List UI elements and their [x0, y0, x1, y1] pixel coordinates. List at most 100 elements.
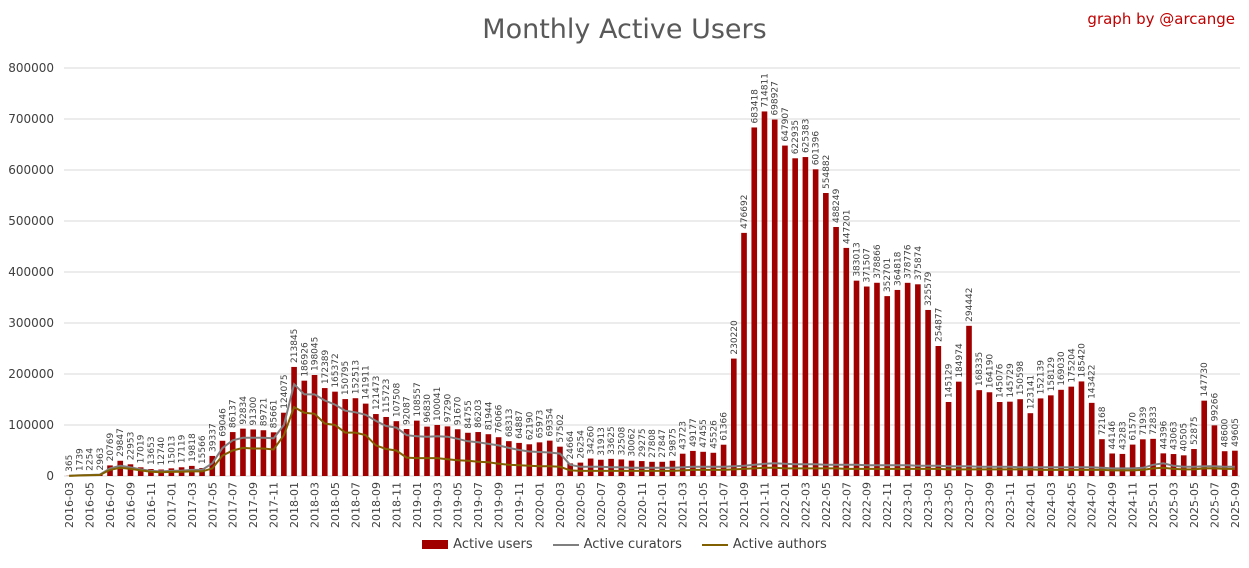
- bar-value-label: 72833: [1149, 406, 1159, 435]
- bar: [495, 437, 502, 476]
- x-tick-label: 2017-09: [247, 482, 260, 528]
- x-tick-label: 2023-05: [943, 482, 956, 528]
- y-tick-label: 100000: [8, 418, 54, 432]
- x-tick-label: 2022-01: [779, 482, 792, 528]
- bar: [1150, 438, 1156, 476]
- x-tick-label: 2023-03: [922, 482, 935, 528]
- bar: [915, 284, 921, 476]
- x-tick-label: 2023-11: [1004, 482, 1017, 528]
- bar: [700, 451, 706, 476]
- bar-value-label: 40505: [1180, 423, 1190, 452]
- bar-value-label: 44146: [1108, 421, 1118, 450]
- bar-value-label: 554882: [822, 155, 832, 189]
- bar: [751, 127, 758, 476]
- bar-value-label: 625383: [801, 119, 811, 153]
- bar-value-label: 168335: [975, 352, 985, 386]
- bar: [413, 420, 420, 476]
- x-tick-label: 2019-01: [411, 482, 424, 528]
- bar-value-label: 364818: [893, 251, 903, 286]
- x-tick-label: 2019-03: [431, 482, 444, 528]
- bar: [291, 366, 297, 476]
- bar: [1048, 395, 1054, 476]
- bar: [802, 157, 809, 476]
- bar-value-label: 601396: [812, 131, 822, 166]
- bar-value-label: 169030: [1057, 351, 1067, 386]
- bar-value-label: 61570: [1129, 412, 1139, 441]
- x-tick-label: 2016-03: [63, 482, 76, 528]
- x-tick-label: 2017-05: [206, 482, 219, 528]
- bar-value-label: 185420: [1077, 343, 1087, 378]
- y-tick-label: 800000: [8, 61, 54, 75]
- bar-value-label: 107508: [392, 383, 402, 418]
- bar: [833, 226, 839, 476]
- bar: [465, 432, 471, 476]
- bar-value-label: 19818: [188, 433, 198, 462]
- bar-value-label: 352701: [883, 258, 893, 292]
- bar-value-label: 96830: [423, 394, 433, 423]
- bar: [424, 426, 430, 476]
- bar-value-label: 213845: [290, 329, 300, 363]
- x-tick-label: 2019-11: [513, 482, 526, 528]
- x-tick-label: 2022-03: [799, 482, 812, 528]
- bar: [1027, 413, 1034, 476]
- x-tick-label: 2022-05: [820, 482, 833, 528]
- bar: [1078, 381, 1085, 476]
- x-tick-label: 2021-07: [718, 482, 731, 528]
- bar: [454, 429, 461, 476]
- bar-value-label: 647907: [781, 107, 791, 141]
- bar: [720, 444, 727, 476]
- bar: [1099, 439, 1105, 476]
- x-tick-label: 2016-09: [124, 482, 137, 528]
- x-tick-label: 2019-07: [472, 482, 485, 528]
- bar-value-label: 86203: [474, 399, 484, 428]
- bar-value-label: 49605: [1231, 418, 1241, 447]
- legend-swatch-authors: [701, 543, 728, 546]
- bar: [393, 421, 400, 476]
- bar-value-label: 1739: [75, 448, 85, 471]
- bar: [904, 282, 911, 476]
- bar: [710, 452, 717, 476]
- authors-line: [69, 405, 1235, 477]
- bar-value-label: 99266: [1210, 392, 1220, 421]
- x-tick-label: 2017-07: [227, 482, 240, 528]
- bar-value-label: 84755: [464, 400, 474, 429]
- bar-value-label: 44396: [1159, 420, 1169, 449]
- chart-credit: graph by @arcange: [1087, 10, 1235, 28]
- bar-value-label: 164190: [985, 354, 995, 389]
- bar-value-label: 27847: [658, 429, 668, 458]
- bar-value-label: 184974: [955, 343, 965, 378]
- bar: [444, 426, 451, 476]
- bar: [884, 296, 891, 476]
- x-tick-label: 2020-01: [534, 482, 547, 528]
- bar-value-label: 165372: [331, 353, 341, 387]
- bar: [1109, 453, 1115, 476]
- y-tick-label: 400000: [8, 265, 54, 279]
- bar-value-label: 22953: [126, 432, 136, 461]
- bar-value-label: 145076: [996, 363, 1006, 398]
- bar: [843, 247, 850, 476]
- x-tick-label: 2024-03: [1045, 482, 1058, 528]
- bar: [649, 461, 655, 476]
- bar: [526, 444, 533, 476]
- bar: [557, 446, 563, 476]
- bar-value-label: 76066: [495, 404, 505, 433]
- bar-value-label: 69354: [546, 408, 556, 437]
- bar-value-label: 152139: [1037, 360, 1047, 395]
- bar-value-label: 48600: [1221, 418, 1231, 447]
- bar: [761, 111, 768, 477]
- bar: [229, 432, 236, 476]
- x-tick-label: 2021-05: [697, 482, 710, 528]
- bar: [332, 391, 338, 476]
- bar: [730, 358, 737, 476]
- bar-value-label: 29847: [116, 428, 126, 457]
- legend: Active users Active curators Active auth…: [0, 537, 1249, 552]
- x-tick-label: 2025-03: [1168, 482, 1181, 528]
- bar-value-label: 24664: [566, 431, 576, 460]
- bar: [383, 416, 389, 476]
- bar-value-label: 39337: [208, 423, 218, 452]
- bar-value-label: 57502: [556, 414, 566, 443]
- bar-value-label: 65973: [536, 410, 546, 439]
- x-tick-label: 2025-01: [1147, 482, 1160, 528]
- bar: [1211, 425, 1218, 476]
- bar-value-label: 12740: [157, 437, 167, 466]
